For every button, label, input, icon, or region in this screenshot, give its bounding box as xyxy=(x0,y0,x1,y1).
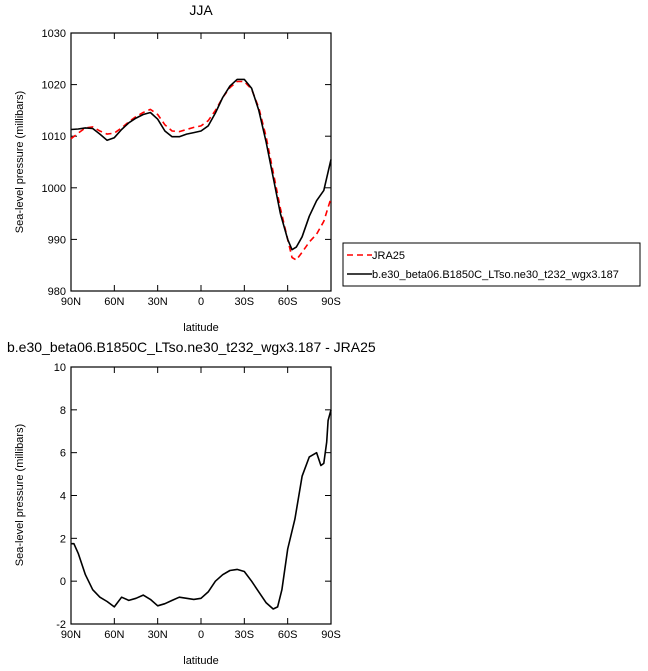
chart-bottom-ytick-label: -2 xyxy=(56,619,66,631)
chart-bottom-plot-area: 90N 60N 30N 0 30S 60S 90S -2 0 2 4 6 8 10 xyxy=(54,362,341,641)
chart-bottom-ytick-label: 0 xyxy=(60,576,66,588)
chart-bottom-ytick-label: 10 xyxy=(54,362,66,374)
chart-top-ytick-label: 1010 xyxy=(42,131,66,143)
chart-top-plot-area: 90N 60N 30N 0 30S 60S 90S 980 990 1000 1010 1020 103… xyxy=(42,28,341,308)
chart-bottom-xlabel: latitude xyxy=(183,655,218,667)
chart-top-xtick-label: 30S xyxy=(235,296,255,308)
chart-top-legend: JRA25 b.e30_beta06.B1850C_LTso.ne30_t232… xyxy=(342,242,641,287)
chart-top-xtick-label: 90S xyxy=(321,296,341,308)
chart-top-xtick-label: 60S xyxy=(278,296,298,308)
chart-bottom-ylabel: Sea-level pressure (millibars) xyxy=(14,424,26,566)
legend-label-model: b.e30_beta06.B1850C_LTso.ne30_t232_wgx3.… xyxy=(372,269,619,281)
chart-bottom-xtick-label: 30S xyxy=(235,629,255,641)
chart-top-ytick-label: 980 xyxy=(48,286,66,298)
chart-bottom-xtick-label: 90S xyxy=(321,629,341,641)
chart-top-frame xyxy=(70,32,332,292)
chart-bottom-frame xyxy=(70,366,332,625)
chart-bottom-ytick-label: 4 xyxy=(60,491,66,503)
chart-top-series-0-line xyxy=(70,80,332,261)
chart-top: JJA Sea-level pressure (millibars) latit… xyxy=(14,2,641,334)
chart-bottom-xtick-label: 60N xyxy=(104,629,124,641)
chart-top-xtick-label: 90N xyxy=(61,296,81,308)
chart-bottom-ytick-label: 6 xyxy=(60,448,66,460)
chart-top-ytick-label: 990 xyxy=(48,234,66,246)
chart-top-xlabel: latitude xyxy=(183,322,218,334)
chart-top-ytick-label: 1000 xyxy=(42,183,66,195)
chart-top-title: JJA xyxy=(189,2,213,18)
chart-bottom-ytick-label: 8 xyxy=(60,405,66,417)
chart-top-ytick-label: 1030 xyxy=(42,28,66,40)
legend-label-jra25: JRA25 xyxy=(372,250,405,262)
legend-box xyxy=(342,242,641,287)
chart-bottom-xtick-label: 90N xyxy=(61,629,81,641)
chart-bottom-ytick-label: 2 xyxy=(60,533,66,545)
chart-top-ylabel: Sea-level pressure (millibars) xyxy=(14,91,26,233)
chart-bottom-xtick-label: 0 xyxy=(198,629,204,641)
chart-top-xtick-label: 0 xyxy=(198,296,204,308)
chart-bottom-xtick-label: 30N xyxy=(148,629,168,641)
chart-top-ytick-label: 1020 xyxy=(42,80,66,92)
chart-top-xtick-label: 60N xyxy=(104,296,124,308)
chart-bottom-series-0-line xyxy=(71,409,332,610)
chart-bottom-title: b.e30_beta06.B1850C_LTso.ne30_t232_wgx3.… xyxy=(7,339,376,355)
chart-bottom-xtick-label: 60S xyxy=(278,629,298,641)
chart-top-series-1-line xyxy=(70,78,332,251)
chart-bottom: b.e30_beta06.B1850C_LTso.ne30_t232_wgx3.… xyxy=(7,339,376,667)
chart-top-xtick-label: 30N xyxy=(148,296,168,308)
